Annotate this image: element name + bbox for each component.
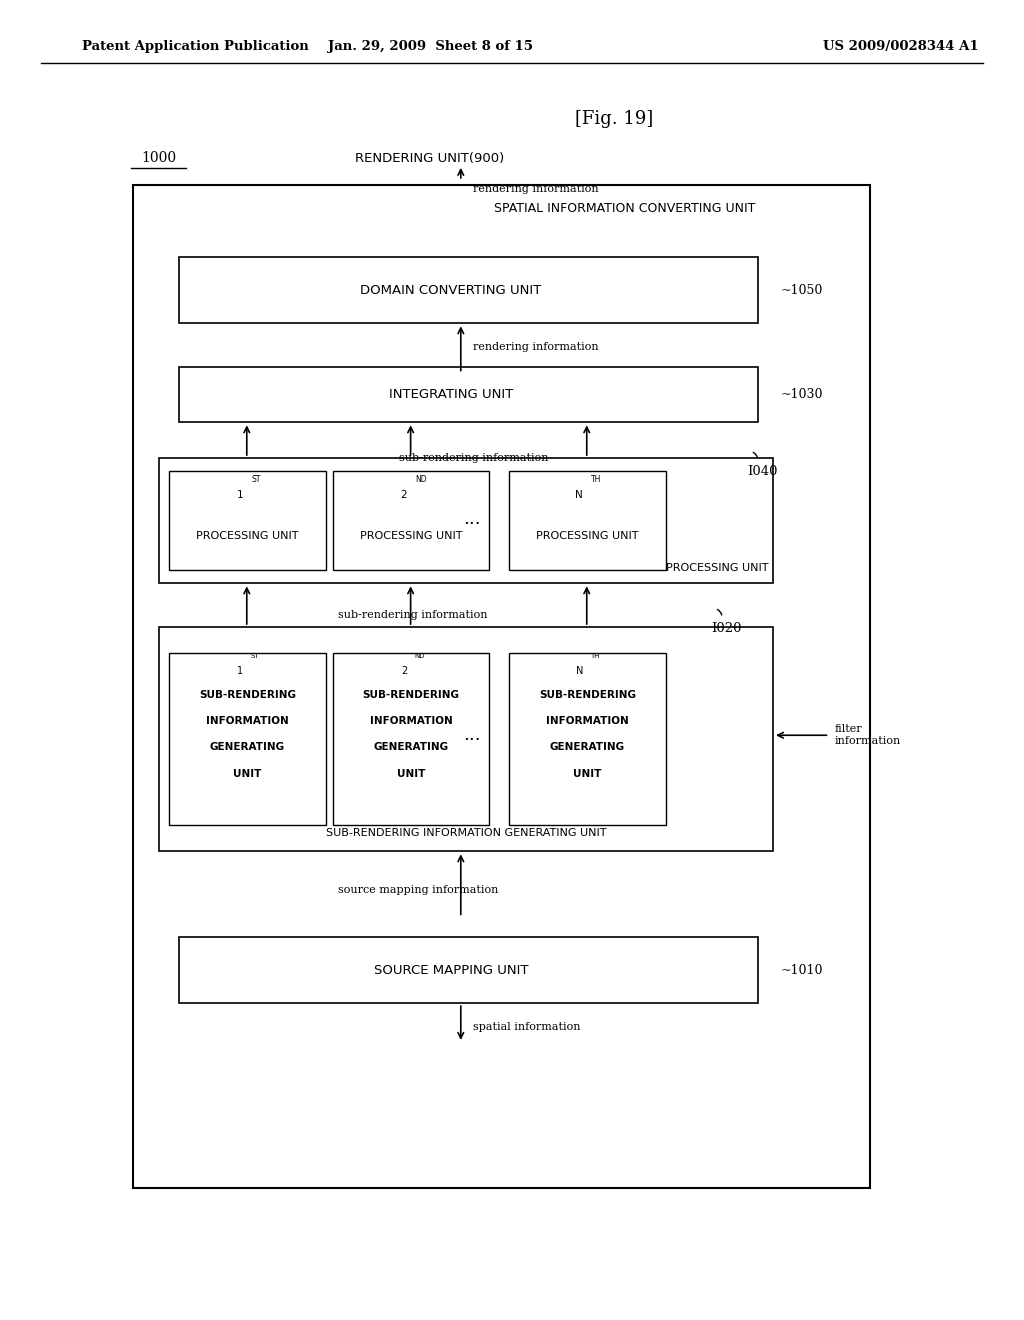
FancyBboxPatch shape (169, 471, 326, 570)
Text: I040: I040 (748, 465, 778, 478)
Text: INFORMATION: INFORMATION (546, 715, 629, 726)
Text: sub-rendering information: sub-rendering information (399, 453, 549, 463)
Text: ~1030: ~1030 (780, 388, 823, 401)
Text: Patent Application Publication: Patent Application Publication (82, 40, 308, 53)
FancyBboxPatch shape (159, 627, 773, 851)
Text: I020: I020 (712, 622, 742, 635)
Text: filter
information: filter information (835, 725, 901, 746)
Text: 1000: 1000 (141, 152, 176, 165)
Text: INFORMATION: INFORMATION (370, 715, 453, 726)
Text: ST: ST (252, 475, 261, 483)
Text: SOURCE MAPPING UNIT: SOURCE MAPPING UNIT (374, 964, 528, 977)
Text: ND: ND (414, 653, 425, 659)
Text: PROCESSING UNIT: PROCESSING UNIT (536, 531, 639, 541)
Text: GENERATING: GENERATING (210, 742, 285, 752)
Text: GENERATING: GENERATING (374, 742, 449, 752)
Text: ...: ... (463, 726, 481, 744)
Text: 1: 1 (237, 490, 244, 500)
Text: INFORMATION: INFORMATION (206, 715, 289, 726)
FancyBboxPatch shape (509, 471, 666, 570)
Text: SUB-RENDERING INFORMATION GENERATING UNIT: SUB-RENDERING INFORMATION GENERATING UNI… (326, 828, 606, 838)
Text: rendering information: rendering information (473, 342, 599, 352)
Text: 2: 2 (400, 665, 408, 676)
Text: ~1010: ~1010 (780, 964, 823, 977)
FancyBboxPatch shape (179, 257, 758, 323)
Text: sub-rendering information: sub-rendering information (338, 610, 487, 620)
Text: ST: ST (250, 653, 259, 659)
Text: GENERATING: GENERATING (550, 742, 625, 752)
Text: 1: 1 (238, 665, 244, 676)
FancyBboxPatch shape (509, 653, 666, 825)
FancyBboxPatch shape (333, 653, 489, 825)
Text: ...: ... (463, 510, 481, 528)
Text: UNIT: UNIT (573, 768, 601, 779)
Text: ND: ND (416, 475, 427, 483)
Text: rendering information: rendering information (473, 183, 599, 194)
Text: SUB-RENDERING: SUB-RENDERING (199, 689, 296, 700)
Text: Jan. 29, 2009  Sheet 8 of 15: Jan. 29, 2009 Sheet 8 of 15 (328, 40, 532, 53)
Text: DOMAIN CONVERTING UNIT: DOMAIN CONVERTING UNIT (360, 284, 542, 297)
Text: [Fig. 19]: [Fig. 19] (575, 110, 653, 128)
Text: ~1050: ~1050 (780, 284, 822, 297)
Text: INTEGRATING UNIT: INTEGRATING UNIT (389, 388, 513, 401)
Text: source mapping information: source mapping information (338, 884, 499, 895)
Text: RENDERING UNIT(900): RENDERING UNIT(900) (355, 152, 505, 165)
Text: UNIT: UNIT (233, 768, 261, 779)
FancyBboxPatch shape (133, 185, 870, 1188)
Text: SUB-RENDERING: SUB-RENDERING (362, 689, 460, 700)
FancyBboxPatch shape (333, 471, 489, 570)
Text: TH: TH (590, 653, 600, 659)
Text: N: N (575, 665, 584, 676)
Text: spatial information: spatial information (473, 1022, 581, 1032)
Text: SPATIAL INFORMATION CONVERTING UNIT: SPATIAL INFORMATION CONVERTING UNIT (494, 202, 756, 215)
Text: PROCESSING UNIT: PROCESSING UNIT (196, 531, 299, 541)
Text: PROCESSING UNIT: PROCESSING UNIT (666, 562, 768, 573)
FancyBboxPatch shape (179, 937, 758, 1003)
Text: TH: TH (592, 475, 602, 483)
Text: US 2009/0028344 A1: US 2009/0028344 A1 (823, 40, 979, 53)
FancyBboxPatch shape (169, 653, 326, 825)
Text: PROCESSING UNIT: PROCESSING UNIT (359, 531, 463, 541)
FancyBboxPatch shape (179, 367, 758, 422)
Text: 2: 2 (400, 490, 408, 500)
Text: SUB-RENDERING: SUB-RENDERING (539, 689, 636, 700)
Text: N: N (575, 490, 584, 500)
FancyBboxPatch shape (159, 458, 773, 583)
Text: UNIT: UNIT (397, 768, 425, 779)
